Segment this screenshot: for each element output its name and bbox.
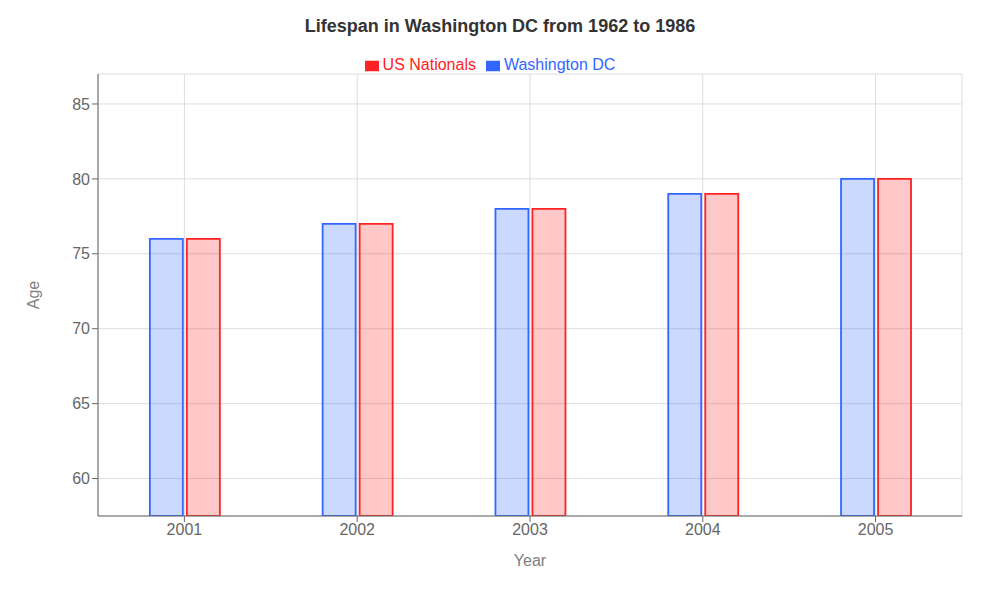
svg-text:2005: 2005 (858, 521, 894, 538)
svg-text:70: 70 (72, 320, 90, 337)
svg-text:60: 60 (72, 470, 90, 487)
svg-text:2004: 2004 (685, 521, 721, 538)
svg-text:75: 75 (72, 245, 90, 262)
svg-text:2001: 2001 (167, 521, 203, 538)
svg-text:2003: 2003 (512, 521, 548, 538)
svg-text:85: 85 (72, 96, 90, 113)
html-text:Lifespan in Washington DC from: Lifespan in Washington DC from 1962 to 1… (304, 16, 696, 36)
svg-text:Year: Year (514, 552, 547, 569)
svg-text:80: 80 (72, 171, 90, 188)
svg-text:65: 65 (72, 395, 90, 412)
html-text:US Nationals: US Nationals (382, 56, 476, 73)
svg-text:Age: Age (25, 281, 42, 310)
svg-text:2002: 2002 (339, 521, 375, 538)
html-text:Washington DC: Washington DC (504, 56, 616, 73)
